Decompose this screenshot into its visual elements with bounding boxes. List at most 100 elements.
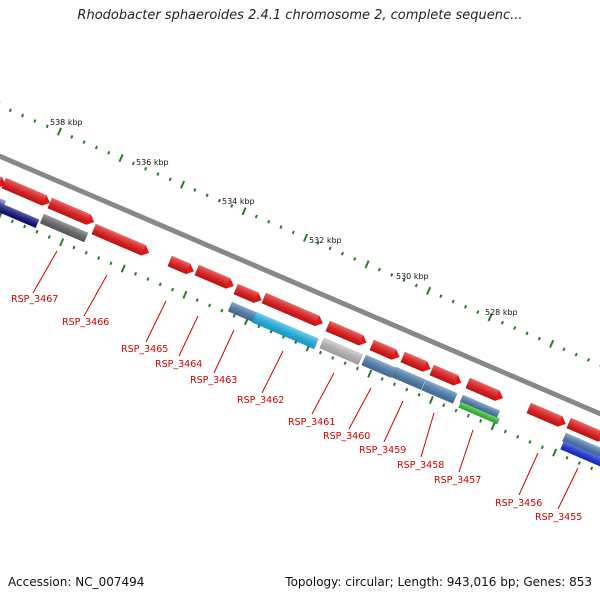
outer-scale-minor-tick [439, 294, 443, 299]
gene-feature [391, 366, 426, 391]
gene-label-leader [32, 250, 58, 294]
gene-shading [458, 402, 500, 425]
scale-label: 530 kbp [396, 272, 429, 281]
scale-label: 536 kbp [136, 158, 169, 167]
outer-scale-minor-tick [45, 124, 49, 129]
outer-scale-minor-tick [205, 193, 209, 198]
outer-scale-minor-tick [390, 273, 394, 277]
outer-scale-minor-tick [525, 331, 529, 336]
gene-feature [233, 283, 262, 304]
inner-scale-minor-tick [171, 287, 175, 292]
outer-scale-minor-tick [21, 113, 25, 118]
outer-scale-minor-tick [131, 161, 135, 166]
gene-label: RSP_3463 [190, 375, 237, 386]
inner-scale-minor-tick [318, 350, 323, 355]
inner-scale-minor-tick [146, 277, 150, 281]
gene-feature [261, 292, 324, 327]
gene-shading [233, 284, 259, 303]
outer-scale-minor-tick [537, 336, 541, 341]
gene-shading [91, 224, 146, 256]
outer-scale-major-tick [487, 313, 493, 322]
gene-label: RSP_3461 [288, 417, 335, 428]
gene-label-leader [557, 467, 579, 510]
gene-shading [228, 302, 256, 322]
topology-text: Topology: circular; Length: 943,016 bp; … [285, 575, 592, 589]
gene-shading [361, 354, 396, 378]
outer-scale-minor-tick [328, 246, 332, 251]
gene-shading [40, 213, 89, 243]
gene-shading [526, 403, 563, 427]
inner-scale-major-tick [120, 264, 126, 273]
outer-scale-minor-tick [340, 251, 345, 256]
inner-scale-minor-tick [516, 434, 520, 439]
outer-scale-minor-tick [168, 177, 172, 182]
gene-label-leader [261, 350, 284, 394]
outer-scale-minor-tick [279, 225, 283, 229]
inner-scale-minor-tick [442, 403, 446, 408]
gene-shading [369, 340, 397, 360]
gene-shading [400, 351, 428, 372]
gene-feature [39, 213, 89, 243]
scale-label: 538 kbp [50, 118, 83, 127]
outer-scale-minor-tick [82, 140, 86, 145]
inner-scale-minor-tick [47, 235, 51, 239]
outer-scale-minor-tick [463, 304, 468, 309]
gene-label: RSP_3457 [434, 475, 481, 486]
inner-scale-minor-tick [577, 461, 581, 465]
outer-scale-minor-tick [94, 145, 98, 150]
gene-shading [566, 417, 600, 442]
outer-scale-major-tick [118, 154, 124, 163]
outer-scale-minor-tick [291, 230, 295, 235]
inner-scale-minor-tick [343, 361, 347, 366]
gene-label: RSP_3456 [495, 498, 542, 509]
inner-scale-minor-tick [134, 271, 138, 276]
outer-scale-minor-tick [377, 267, 381, 272]
outer-scale-minor-tick [230, 204, 234, 208]
gene-feature [566, 417, 600, 442]
outer-scale-major-tick [303, 233, 309, 242]
accession-text: Accession: NC_007494 [8, 575, 145, 589]
inner-scale-major-tick [182, 290, 188, 299]
outer-scale-minor-tick [562, 347, 566, 352]
gene-shading [47, 198, 91, 225]
gene-label-leader [83, 274, 108, 317]
inner-scale-minor-tick [540, 445, 544, 450]
outer-scale-major-tick [426, 286, 432, 295]
inner-scale-minor-tick [72, 245, 76, 250]
outer-scale-minor-tick [402, 278, 406, 283]
gene-feature [325, 320, 367, 346]
gene-feature [369, 339, 400, 360]
scale-label: 532 kbp [309, 236, 342, 245]
gene-feature [0, 195, 40, 229]
outer-scale-major-tick [180, 180, 186, 189]
gene-label-leader [348, 387, 372, 430]
outer-scale-minor-tick [513, 326, 517, 330]
gene-shading [319, 338, 363, 365]
inner-scale-minor-tick [195, 298, 199, 302]
inner-scale-major-tick [59, 238, 65, 247]
inner-scale-minor-tick [417, 392, 421, 397]
gene-label-leader [311, 372, 335, 415]
outer-scale-minor-tick [574, 352, 578, 357]
inner-scale-minor-tick [380, 377, 384, 381]
outer-scale-minor-tick [217, 198, 222, 203]
inner-scale-minor-tick [331, 356, 335, 360]
gene-feature [227, 301, 257, 322]
gene-label: RSP_3464 [155, 359, 202, 370]
gene-label-leader [178, 315, 199, 357]
gene-feature [526, 402, 566, 427]
gene-label: RSP_3458 [397, 460, 444, 471]
gene-shading [465, 378, 500, 401]
gene-feature [1, 177, 51, 206]
gene-shading [194, 265, 231, 289]
gene-shading [1, 178, 47, 206]
outer-scale-minor-tick [316, 241, 320, 245]
inner-scale-minor-tick [232, 314, 236, 318]
gene-feature [0, 167, 6, 188]
scale-ticks [0, 101, 600, 471]
inner-scale-minor-tick [565, 455, 569, 460]
gene-shading [251, 312, 319, 349]
inner-scale-major-tick [0, 211, 3, 219]
gene-feature [458, 401, 500, 425]
